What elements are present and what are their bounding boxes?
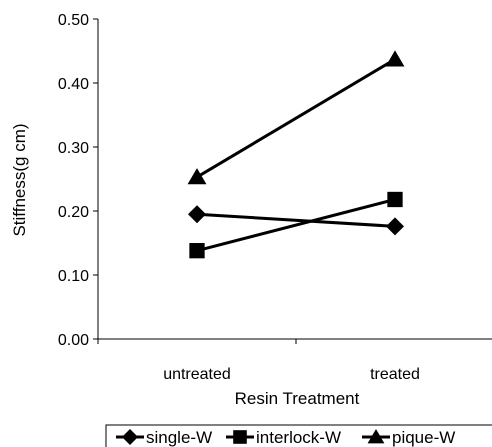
y-axis-title: Stiffness(g cm) (10, 123, 29, 236)
y-tick-label: 0.40 (58, 76, 89, 93)
legend-item: single-W (116, 428, 212, 447)
series-line (196, 58, 396, 179)
data-point (386, 217, 404, 236)
series-interlock-W (189, 191, 403, 259)
x-axis-title: Resin Treatment (235, 389, 360, 408)
legend-box (105, 424, 492, 447)
x-axis: untreated treated (97, 338, 492, 383)
data-point (387, 191, 403, 208)
y-axis: 0.00 0.10 0.20 0.30 0.40 0.50 (58, 12, 99, 349)
legend: single-W interlock-W pique-W (105, 424, 492, 447)
y-tick-label: 0.00 (58, 332, 89, 349)
series-layer (187, 50, 405, 259)
data-point (187, 168, 207, 185)
legend-marker (122, 429, 138, 445)
x-tick-label: treated (370, 366, 420, 383)
legend-label: single-W (146, 428, 212, 447)
legend-marker (367, 429, 385, 444)
legend-item: interlock-W (226, 428, 341, 447)
series-pique-W (187, 50, 405, 185)
data-point (385, 50, 405, 67)
y-tick-label: 0.30 (58, 140, 89, 157)
series-line (196, 212, 396, 228)
y-tick-label: 0.10 (58, 268, 89, 285)
series-line (196, 198, 396, 253)
legend-item: pique-W (362, 428, 455, 447)
data-point (188, 205, 206, 224)
y-tick-label: 0.20 (58, 204, 89, 221)
legend-label: pique-W (392, 428, 455, 447)
legend-label: interlock-W (256, 428, 341, 447)
series-single-W (188, 205, 404, 236)
x-tick-label: untreated (163, 366, 231, 383)
data-point (189, 243, 205, 259)
legend-marker (233, 430, 247, 444)
y-tick-label: 0.50 (58, 12, 89, 29)
